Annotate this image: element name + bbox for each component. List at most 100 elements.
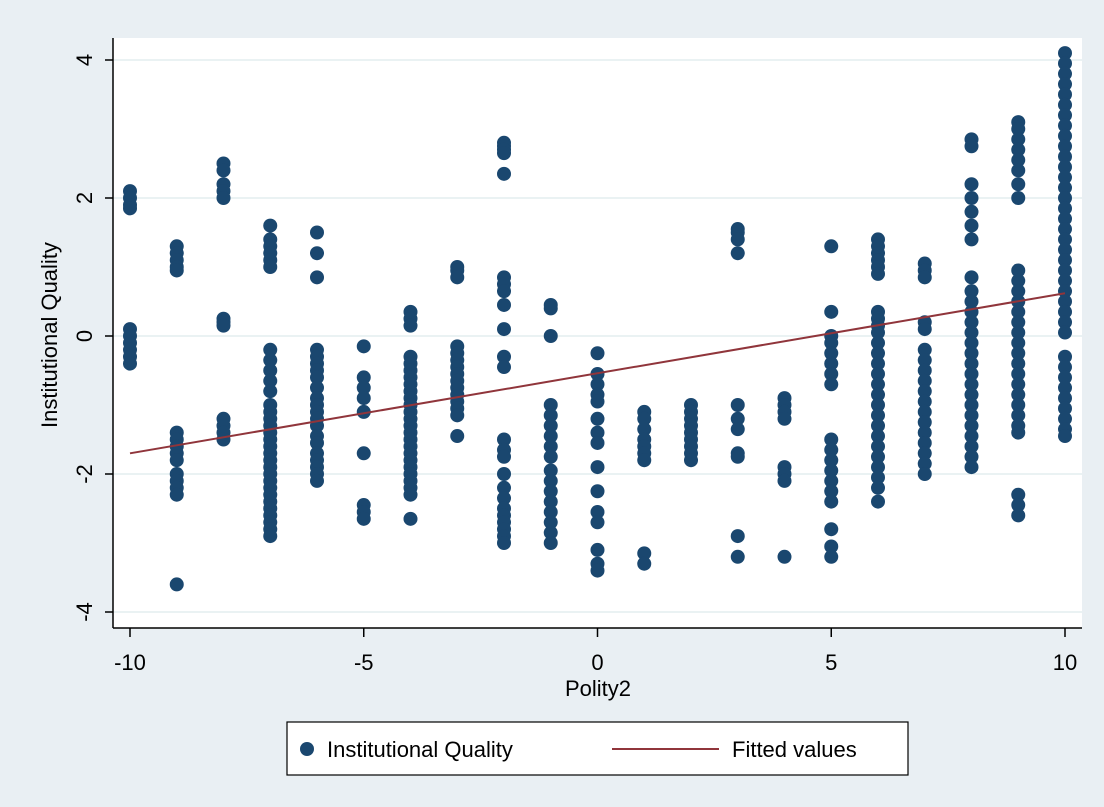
data-point bbox=[543, 439, 558, 454]
legend-label-fitted-values: Fitted values bbox=[732, 737, 857, 762]
data-point bbox=[590, 542, 605, 557]
data-point bbox=[964, 270, 979, 285]
data-point bbox=[216, 318, 231, 333]
data-point bbox=[1011, 163, 1026, 178]
data-point bbox=[356, 380, 371, 395]
data-point bbox=[263, 384, 278, 399]
data-point bbox=[263, 353, 278, 368]
data-point bbox=[1011, 408, 1026, 423]
y-axis-ticks: -4 -2 0 2 4 bbox=[72, 54, 113, 622]
data-point bbox=[824, 346, 839, 361]
data-point bbox=[543, 408, 558, 423]
data-point bbox=[1058, 349, 1072, 364]
data-point bbox=[590, 425, 605, 440]
data-point bbox=[730, 246, 745, 261]
data-point bbox=[1011, 356, 1026, 371]
data-point bbox=[356, 391, 371, 406]
data-point bbox=[637, 422, 652, 437]
data-point bbox=[964, 191, 979, 205]
plot-area-background bbox=[113, 38, 1082, 628]
data-point bbox=[590, 377, 605, 392]
data-point bbox=[497, 449, 511, 464]
data-point bbox=[964, 387, 979, 402]
data-point bbox=[1011, 142, 1026, 157]
data-point bbox=[777, 473, 792, 488]
data-point bbox=[964, 139, 979, 154]
data-point bbox=[964, 408, 979, 423]
data-point bbox=[964, 356, 979, 371]
data-point bbox=[871, 460, 885, 475]
data-point bbox=[263, 529, 278, 544]
data-point bbox=[403, 487, 418, 502]
data-point bbox=[917, 363, 932, 378]
data-point bbox=[824, 356, 839, 371]
data-point bbox=[730, 449, 745, 464]
data-point bbox=[497, 480, 511, 495]
data-point bbox=[871, 418, 885, 433]
data-point bbox=[1058, 294, 1072, 309]
data-point bbox=[871, 429, 885, 444]
data-point bbox=[263, 363, 278, 378]
data-point bbox=[730, 422, 745, 437]
data-point bbox=[824, 463, 839, 478]
data-point bbox=[1058, 401, 1072, 416]
data-point bbox=[871, 494, 885, 509]
data-point bbox=[1011, 366, 1026, 381]
data-point bbox=[1011, 346, 1026, 361]
data-point bbox=[497, 284, 511, 299]
data-point bbox=[917, 373, 932, 388]
data-point bbox=[871, 470, 885, 485]
x-axis-ticks: -10 -5 0 5 10 bbox=[114, 628, 1077, 675]
data-point bbox=[590, 394, 605, 409]
data-point bbox=[964, 377, 979, 392]
data-point bbox=[1058, 139, 1072, 154]
data-point bbox=[543, 473, 558, 488]
data-point bbox=[871, 449, 885, 464]
fitted-values-line bbox=[129, 292, 1066, 455]
data-point bbox=[123, 356, 137, 371]
scatter-points bbox=[123, 46, 1072, 592]
data-point bbox=[310, 370, 324, 385]
data-point bbox=[1058, 201, 1072, 216]
x-tick-label: 5 bbox=[825, 650, 837, 675]
data-point bbox=[263, 218, 278, 233]
data-point bbox=[543, 429, 558, 444]
data-point bbox=[871, 480, 885, 495]
data-point bbox=[450, 408, 465, 423]
data-point bbox=[1011, 487, 1026, 502]
data-point bbox=[871, 266, 885, 281]
data-point bbox=[543, 536, 558, 550]
data-point bbox=[1058, 149, 1072, 164]
data-point bbox=[1058, 128, 1072, 143]
data-point bbox=[1058, 370, 1072, 385]
data-point bbox=[1011, 387, 1026, 402]
data-point bbox=[543, 494, 558, 509]
data-point bbox=[1058, 360, 1072, 375]
data-point bbox=[1058, 429, 1072, 444]
data-point bbox=[964, 439, 979, 454]
data-point bbox=[1058, 66, 1072, 81]
data-point bbox=[917, 415, 932, 430]
data-point bbox=[169, 577, 184, 592]
data-point bbox=[1058, 222, 1072, 237]
data-point bbox=[964, 315, 979, 330]
y-tick-label: 4 bbox=[72, 54, 97, 66]
data-point bbox=[497, 146, 511, 161]
data-point bbox=[1058, 180, 1072, 195]
data-point bbox=[216, 163, 231, 178]
y-tick-label: 0 bbox=[72, 330, 97, 342]
data-point bbox=[871, 439, 885, 454]
data-point bbox=[917, 425, 932, 440]
data-point bbox=[1011, 273, 1026, 288]
data-point bbox=[824, 484, 839, 499]
data-point bbox=[917, 446, 932, 461]
data-point bbox=[824, 366, 839, 381]
data-point bbox=[310, 473, 324, 488]
y-tick-label: -4 bbox=[72, 602, 97, 622]
data-point bbox=[310, 435, 324, 450]
data-point bbox=[1011, 263, 1026, 278]
data-point bbox=[917, 456, 932, 471]
data-point bbox=[497, 491, 511, 506]
data-point bbox=[917, 322, 932, 337]
x-tick-label: 10 bbox=[1053, 650, 1077, 675]
